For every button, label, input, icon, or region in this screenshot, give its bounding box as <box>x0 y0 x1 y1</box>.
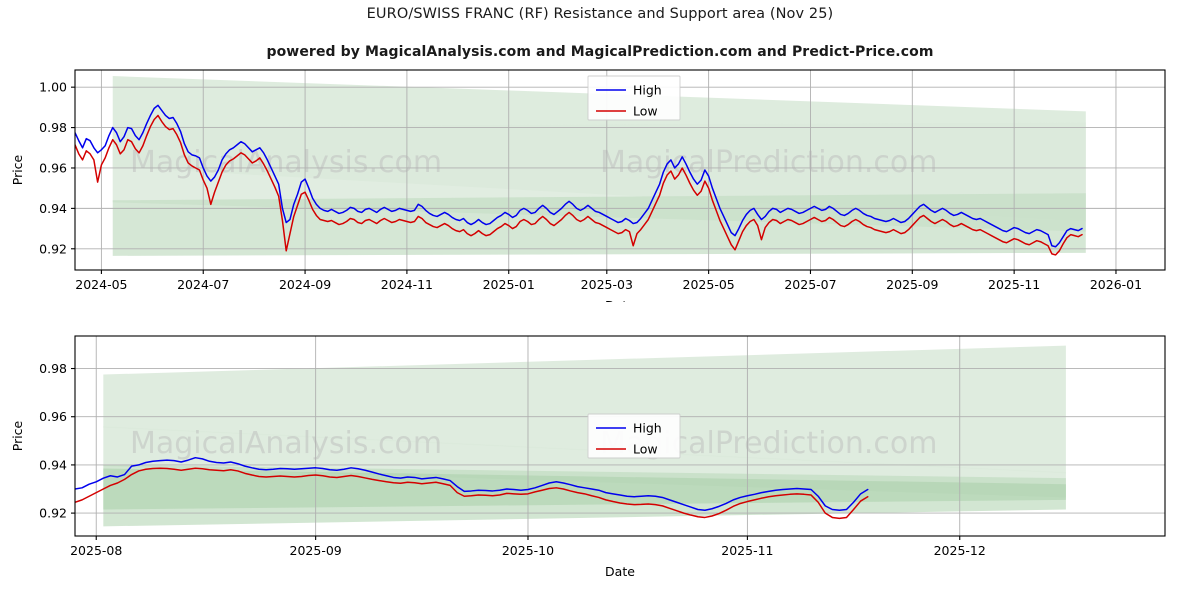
x-tick-label: 2026-01 <box>1090 277 1142 292</box>
y-tick-label: 0.98 <box>39 120 67 135</box>
legend-label-low: Low <box>633 442 658 457</box>
grid-lines <box>75 70 1165 270</box>
x-tick-label: 2025-07 <box>784 277 836 292</box>
x-tick-label: 2024-07 <box>177 277 229 292</box>
y-tick-label: 0.94 <box>39 457 67 472</box>
watermark-text: MagicalAnalysis.com <box>130 145 442 180</box>
series-group <box>75 456 869 520</box>
x-tick-label: 2025-11 <box>988 277 1040 292</box>
y-axis-title: Price <box>10 420 25 451</box>
x-tick-label: 2025-11 <box>721 543 773 558</box>
series-line-high <box>75 456 869 511</box>
x-tick-label: 2025-05 <box>683 277 735 292</box>
band-support-outer <box>112 193 1086 256</box>
legend-label-high: High <box>633 83 662 98</box>
x-axis-title: Date <box>605 298 635 302</box>
x-tick-label: 2025-01 <box>483 277 535 292</box>
x-tick-label: 2025-09 <box>886 277 938 292</box>
series-line-high <box>75 104 1083 248</box>
y-tick-label: 0.94 <box>39 201 67 216</box>
series-group <box>75 104 1083 256</box>
bottom-chart-panel: MagicalAnalysis.com MagicalPrediction.com… <box>10 335 1166 579</box>
x-tick-label: 2024-05 <box>75 277 127 292</box>
page-title: EURO/SWISS FRANC (RF) Resistance and Sup… <box>366 6 834 22</box>
legend-background <box>587 413 681 459</box>
series-line-low <box>75 114 1083 256</box>
legend-label-high: High <box>633 421 662 436</box>
x-tick-label: 2025-10 <box>502 543 554 558</box>
y-tick-label: 0.92 <box>39 506 67 521</box>
band-resistance-outer <box>103 345 1066 474</box>
watermark-text: MagicalAnalysis.com <box>130 426 442 461</box>
legend[interactable]: High Low <box>587 413 681 459</box>
y-axis-title: Price <box>10 154 25 185</box>
plot-frame <box>74 69 1166 271</box>
band-group <box>112 76 1086 256</box>
chart-subtitle: powered by MagicalAnalysis.com and Magic… <box>266 44 934 60</box>
watermark-text: MagicalPrediction.com <box>600 145 938 180</box>
band-support-inner <box>103 468 1066 510</box>
axes-group: 0.92 0.94 0.96 0.98 2025-08 2025-09 2025-10 202… <box>10 361 986 579</box>
x-tick-label: 2025-12 <box>934 543 986 558</box>
x-tick-label: 2025-03 <box>581 277 633 292</box>
plot-frame <box>74 335 1166 537</box>
x-tick-label: 2024-09 <box>279 277 331 292</box>
band-group <box>103 345 1066 527</box>
x-tick-label: 2025-09 <box>290 543 342 558</box>
axes-group: 0.92 0.94 0.96 0.98 1.00 2024-05 2024-07 2024-0… <box>10 80 1142 302</box>
y-tick-label: 0.96 <box>39 160 67 175</box>
top-chart-panel: MagicalAnalysis.com MagicalPrediction.com… <box>10 69 1166 302</box>
legend-label-low: Low <box>633 104 658 119</box>
y-tick-label: 0.92 <box>39 241 67 256</box>
grid-lines <box>75 336 1165 536</box>
x-tick-label: 2025-08 <box>70 543 122 558</box>
legend[interactable]: High Low <box>587 75 681 121</box>
x-axis-title: Date <box>605 564 635 579</box>
y-tick-label: 1.00 <box>39 80 67 95</box>
y-tick-label: 0.96 <box>39 409 67 424</box>
series-line-low <box>75 467 869 520</box>
y-tick-label: 0.98 <box>39 361 67 376</box>
legend-background <box>587 75 681 121</box>
x-tick-label: 2024-11 <box>381 277 433 292</box>
